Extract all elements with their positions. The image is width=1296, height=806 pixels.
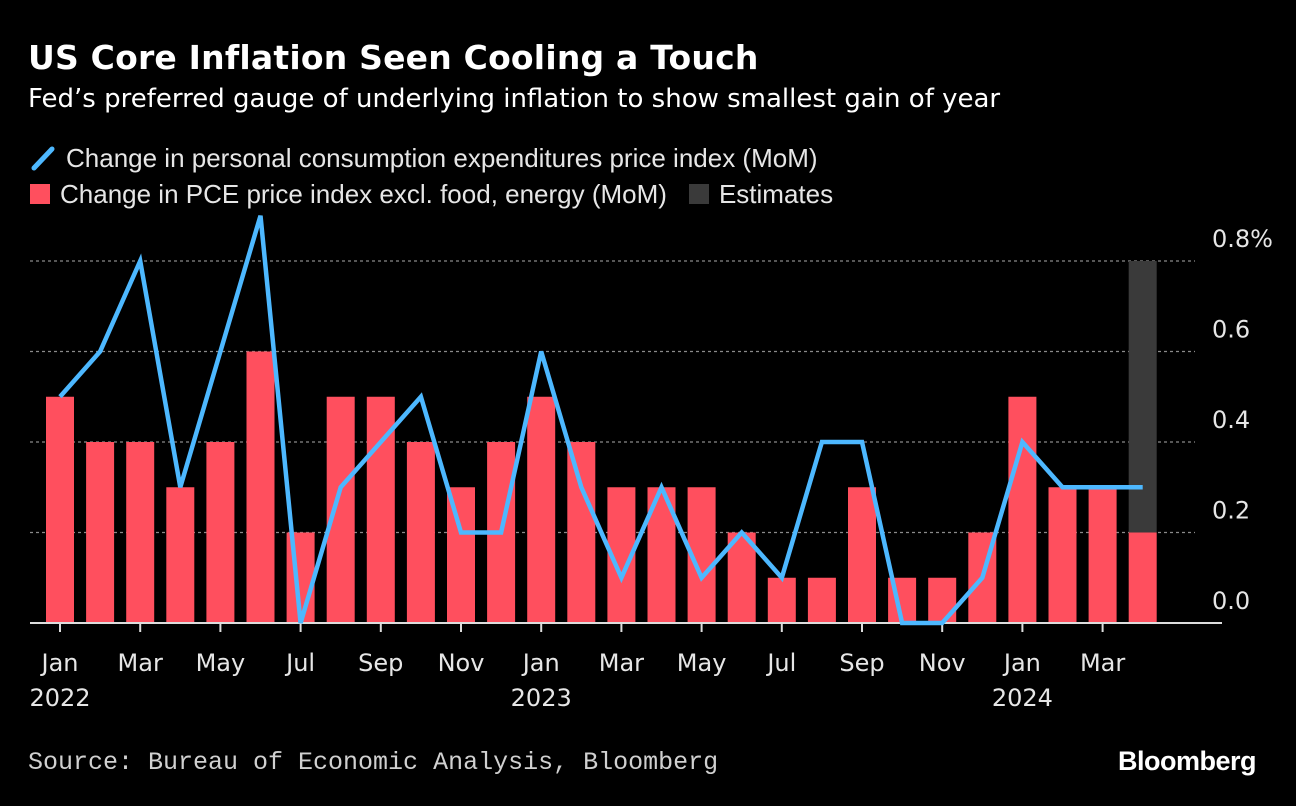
x-tick-label-month: Nov (919, 649, 966, 677)
bar-core-pce (567, 442, 596, 623)
x-tick-label-month: Mar (118, 649, 163, 677)
y-tick-label: 0.6 (1212, 316, 1250, 344)
legend-bar-label: Change in PCE price index excl. food, en… (60, 178, 667, 209)
bar-core-pce (166, 487, 195, 623)
x-tick-label-year: 2022 (29, 684, 90, 712)
legend-item-pce: Change in personal consumption expenditu… (30, 143, 818, 174)
bar-core-pce (46, 396, 74, 623)
bar-core-pce (406, 442, 435, 623)
x-tick-label-month: Mar (599, 649, 644, 677)
bar-core-pce (767, 577, 796, 623)
bar-core-pce (807, 577, 836, 623)
legend-bar-swatch-icon (30, 184, 50, 204)
y-tick-label: 0.2 (1212, 497, 1250, 525)
y-axis-labels: 0.0 0.2 0.4 0.6 0.8% (1212, 225, 1273, 615)
x-tick-label-month: Sep (839, 649, 884, 677)
line-pce (58, 215, 1143, 626)
bar-core-pce (727, 532, 756, 623)
x-tick-label-month: Jan (1002, 649, 1041, 677)
bar-core-pce (246, 351, 275, 623)
legend-line-label: Change in personal consumption expenditu… (66, 142, 818, 173)
bar-core-pce (1128, 532, 1157, 623)
bar-core-pce (1088, 487, 1117, 623)
bloomberg-logo: Bloomberg (1117, 746, 1257, 776)
legend-item-core-pce: Change in PCE price index excl. food, en… (30, 179, 667, 210)
bar-core-pce (126, 442, 155, 623)
legend-row-bars: Change in PCE price index excl. food, en… (30, 178, 855, 210)
bar-core-pce (1048, 487, 1077, 623)
y-tick-label: 0.8% (1212, 225, 1273, 253)
line-series (58, 215, 1143, 626)
legend-line-swatch-icon (31, 146, 55, 171)
x-tick-label-month: Jul (284, 649, 315, 677)
x-tick-label-month: Jul (765, 649, 796, 677)
bar-core-pce (527, 396, 556, 623)
x-tick-label-month: Jan (40, 649, 79, 677)
chart-subtitle: Fed’s preferred gauge of underlying infl… (28, 84, 1001, 114)
x-tick-label-year: 2024 (992, 684, 1053, 712)
x-tick-label-month: May (677, 649, 727, 677)
legend-estimate-swatch-icon (688, 184, 709, 204)
bar-core-pce (86, 442, 115, 623)
y-tick-label: 0.4 (1212, 406, 1250, 434)
bar-core-pce (206, 442, 235, 623)
legend-item-estimates: Estimates (688, 178, 834, 210)
x-tick-label-month: Jan (521, 649, 560, 677)
x-axis-labels: Jan 2022 Mar May Jul Sep Nov Jan 2023 Mar May Jul Se… (29, 649, 1125, 712)
x-tick-label-month: Nov (438, 649, 485, 677)
estimate-layer (1128, 261, 1157, 533)
y-tick-label: 0.0 (1212, 587, 1250, 615)
source-note: Source: Bureau of Economic Analysis, Blo… (28, 748, 719, 777)
estimate-range-bar (1128, 261, 1157, 533)
x-tick-label-year: 2023 (511, 684, 572, 712)
x-tick-label-month: Sep (358, 649, 403, 677)
legend-estimate-label: Estimates (718, 178, 834, 209)
bar-core-pce (928, 577, 957, 623)
x-axis (30, 622, 1222, 632)
x-tick-label-month: May (196, 649, 246, 677)
x-tick-label-month: Mar (1080, 649, 1125, 677)
bar-core-pce (447, 487, 475, 623)
legend-row-line: Change in personal consumption expenditu… (30, 142, 840, 174)
bar-core-pce (1008, 396, 1037, 623)
bar-series (46, 351, 1157, 623)
bar-core-pce (326, 396, 355, 623)
bar-core-pce (848, 487, 876, 623)
chart-title: US Core Inflation Seen Cooling a Touch (28, 38, 759, 77)
